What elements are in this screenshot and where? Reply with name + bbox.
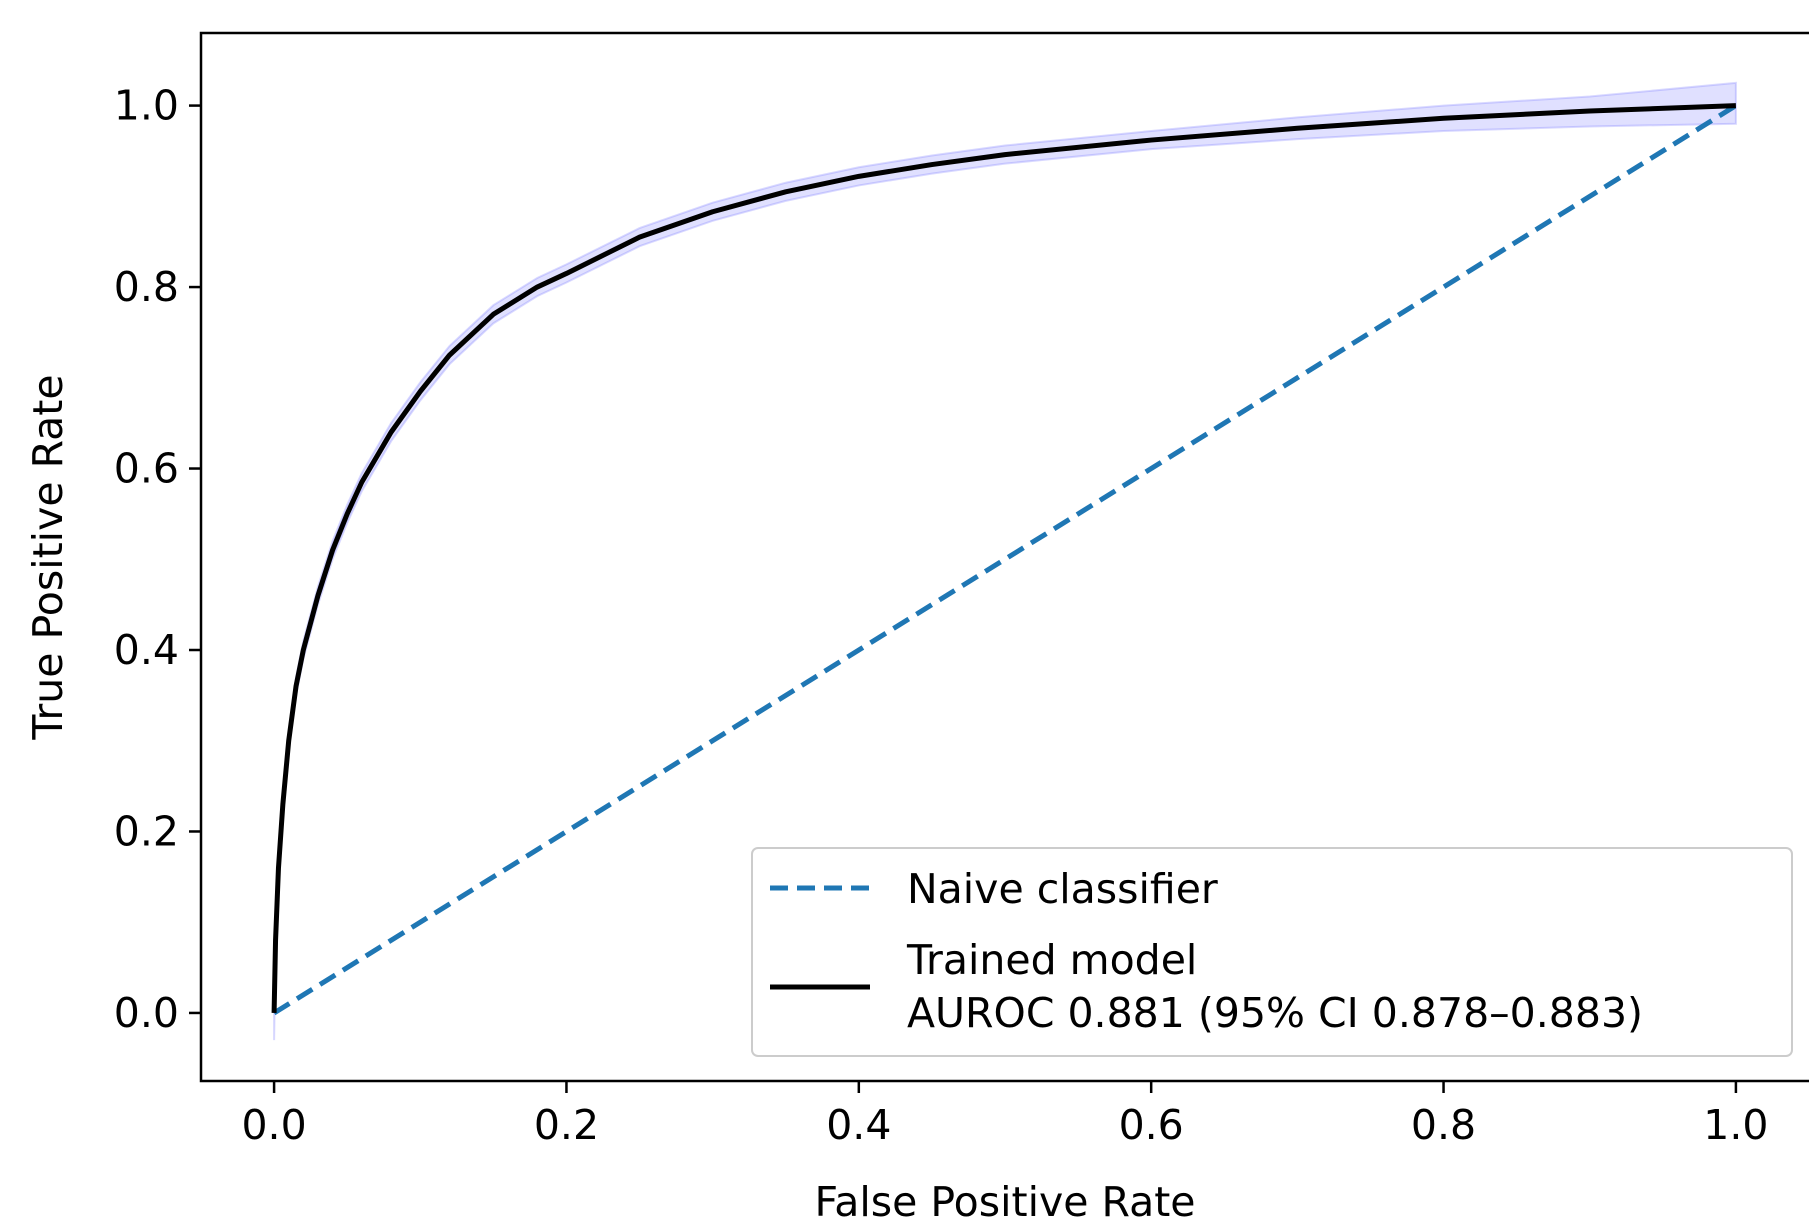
- legend-box: [751, 847, 1793, 1057]
- x-tick-label: 0.6: [1119, 1101, 1184, 1149]
- naive-classifier-line: [272, 103, 1738, 1016]
- y-axis-label: True Positive Rate: [24, 374, 72, 740]
- legend: Naive classifier Trained model AUROC 0.8…: [751, 847, 1793, 1057]
- plot-area: [271, 81, 1738, 1041]
- trained-model-roc-curve: [271, 103, 1737, 1014]
- y-tick-label: 0.8: [114, 263, 179, 311]
- axes-frame: [199, 31, 1809, 1083]
- y-tick-label: 0.2: [114, 807, 179, 855]
- x-tick-label: 1.0: [1703, 1101, 1768, 1149]
- x-tick-label: 0.0: [241, 1101, 306, 1149]
- y-tick-label: 1.0: [114, 82, 179, 130]
- x-tick-label: 0.8: [1411, 1101, 1476, 1149]
- x-tick-label: 0.2: [534, 1101, 599, 1149]
- x-tick-label: 0.4: [826, 1101, 891, 1149]
- legend-label-auroc: AUROC 0.881 (95% CI 0.878–0.883): [907, 989, 1643, 1037]
- legend-label-trained-model: Trained model: [906, 936, 1197, 984]
- axis-ticks: 0.0 0.2 0.4 0.6 0.8 1.0 0.0 0.2 0.4 0.6 0.8 1.0: [114, 82, 1769, 1149]
- y-tick-label: 0.4: [114, 626, 179, 674]
- x-axis-label: False Positive Rate: [814, 1178, 1195, 1226]
- y-tick-label: 0.6: [114, 445, 179, 493]
- legend-label-naive-classifier: Naive classifier: [907, 865, 1218, 913]
- trained-model-ci-band: [273, 81, 1737, 1041]
- y-tick-label: 0.0: [114, 989, 179, 1037]
